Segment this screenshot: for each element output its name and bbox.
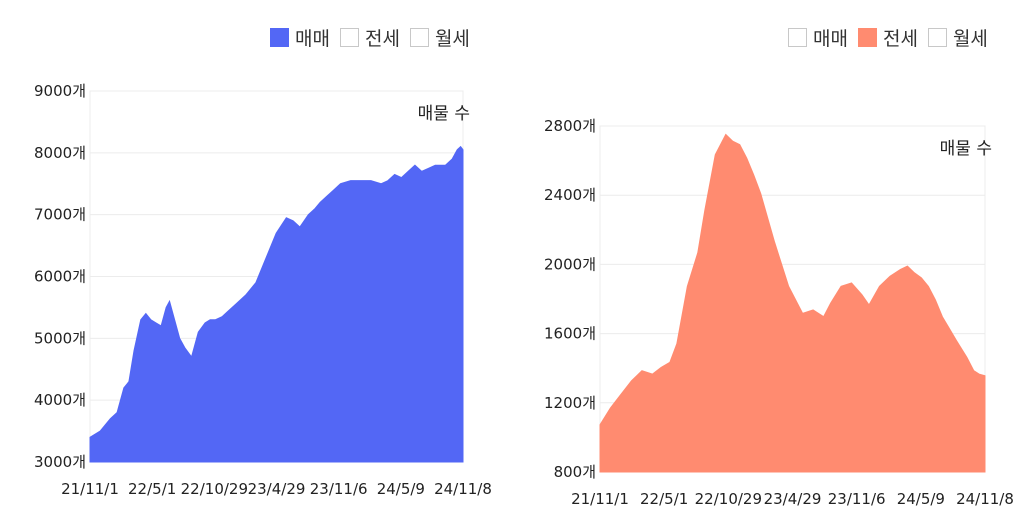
x-tick-label: 24/11/8 [956,490,1014,508]
x-tick-label: 21/11/1 [571,490,629,508]
legend: 매매 전세 월세 [270,24,470,51]
x-tick-label: 22/10/29 [695,490,762,508]
listing-count-note: 매물 수 [418,104,470,124]
y-tick-label: 2000개 [544,255,596,273]
x-tick-label: 23/11/6 [828,490,886,508]
x-tick-label: 23/11/6 [310,480,368,498]
legend-item-monthly[interactable]: 월세 [927,24,988,51]
legend-swatch-jeonse [339,28,359,47]
legend-swatch-monthly [409,28,429,47]
area-series-jeonse[interactable] [599,133,986,473]
legend-swatch-monthly [927,28,947,47]
legend-item-jeonse[interactable]: 전세 [857,24,918,51]
y-tick-label: 4000개 [34,391,86,409]
y-tick-label: 1200개 [544,394,596,412]
y-tick-label: 3000개 [34,453,86,471]
x-tick-label: 22/5/1 [640,490,688,508]
x-tick-label: 24/11/8 [434,480,492,498]
y-tick-label: 8000개 [34,144,86,162]
y-tick-label: 6000개 [34,268,86,286]
legend-item-sale[interactable]: 매매 [270,24,330,51]
legend-item-sale[interactable]: 매매 [788,24,848,51]
sale-area-chart: 3000개 4000개 5000개 6000개 7000개 8000개 9000개 21/11… [34,82,492,498]
y-tick-label: 9000개 [34,82,86,100]
legend-label-monthly: 월세 [952,28,988,50]
listing-count-note: 매물 수 [940,139,992,159]
legend-label-jeonse: 전세 [364,28,400,50]
legend-swatch-jeonse [857,28,877,47]
legend-label-jeonse: 전세 [882,28,918,50]
x-tick-label: 22/5/1 [128,480,176,498]
y-tick-label: 2800개 [544,117,596,135]
legend-swatch-sale [788,28,807,47]
x-tick-label: 21/11/1 [61,480,119,498]
x-tick-label: 23/4/29 [764,490,822,508]
y-tick-label: 800개 [554,463,596,481]
legend: 매매 전세 월세 [788,24,988,51]
jeonse-chart-panel: 매매 전세 월세 800개 1200개 1600개 2000개 2400개 2800개 21… [515,0,1029,524]
legend-label-monthly: 월세 [434,28,470,50]
y-tick-label: 7000개 [34,206,86,224]
legend-swatch-sale [270,28,289,47]
y-tick-label: 1600개 [544,325,596,343]
x-tick-label: 24/5/9 [897,490,945,508]
x-tick-label: 23/4/29 [248,480,306,498]
legend-item-jeonse[interactable]: 전세 [339,24,400,51]
jeonse-area-chart: 800개 1200개 1600개 2000개 2400개 2800개 21/11/1 22/5… [544,117,1014,508]
x-tick-label: 24/5/9 [377,480,425,498]
legend-label-sale: 매매 [813,28,848,50]
legend-label-sale: 매매 [295,28,330,50]
area-series-sale[interactable] [89,145,464,463]
legend-item-monthly[interactable]: 월세 [409,24,470,51]
y-tick-label: 2400개 [544,186,596,204]
y-tick-label: 5000개 [34,329,86,347]
sale-chart-panel: 매매 전세 월세 3000개 4000개 5000개 6000개 7000개 8000개 9… [0,0,514,524]
x-tick-label: 22/10/29 [181,480,248,498]
